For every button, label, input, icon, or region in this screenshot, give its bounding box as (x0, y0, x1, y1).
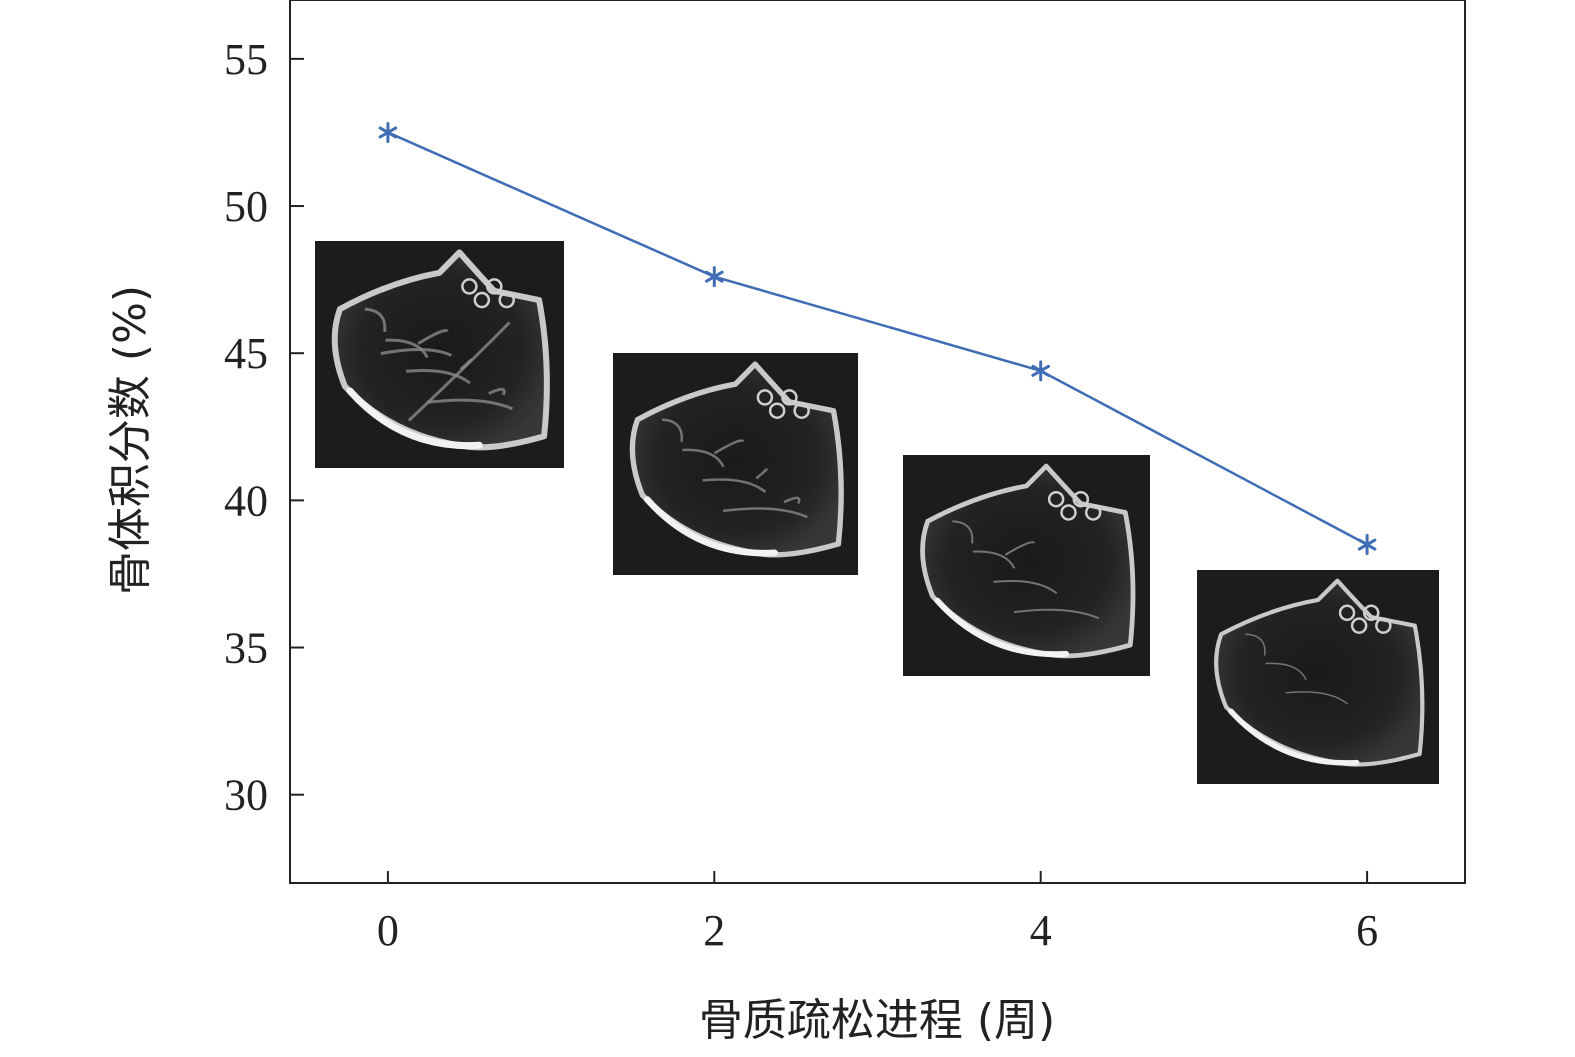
y-axis: 30 35 40 45 50 55 (224, 35, 304, 820)
y-tick-label: 50 (224, 182, 268, 231)
trabecula-strand (783, 496, 801, 505)
trabecula-strand (1265, 662, 1307, 681)
y-axis-title: 骨体积分数 (%) (105, 285, 156, 595)
trabecula-strand (952, 520, 974, 544)
trabecula-strand (713, 439, 745, 455)
x-axis: 0 2 4 6 (377, 871, 1378, 955)
trabecula-strand (417, 329, 449, 345)
cortical-rim (1228, 708, 1360, 766)
data-point-asterisk (378, 121, 398, 143)
cortical-rim (346, 387, 483, 450)
y-tick-label: 45 (224, 329, 268, 378)
trabecula-strand (682, 448, 725, 468)
trabecula-strand (364, 307, 387, 332)
data-point-asterisk (705, 266, 724, 288)
pore-ring (1362, 604, 1380, 622)
micro-ct-inset-image (315, 241, 564, 468)
trabecula-strand (702, 478, 767, 493)
x-tick-label: 2 (703, 906, 725, 955)
trabecula-strand (1285, 691, 1348, 705)
trabecula-strand (755, 468, 768, 480)
y-tick-label: 40 (224, 476, 268, 525)
trabecula-strand (661, 418, 684, 442)
pore-ring (1072, 490, 1090, 508)
pore-ring (461, 278, 478, 295)
cortical-rim (644, 496, 778, 557)
pore-ring (781, 389, 798, 406)
inset-images (315, 241, 1439, 784)
trabecula-strand (407, 321, 511, 422)
y-tick-label: 30 (224, 771, 268, 820)
x-tick-label: 0 (377, 906, 399, 955)
trabecula-strand (722, 507, 808, 519)
pore-ring (1375, 617, 1392, 634)
series-group (378, 121, 1377, 556)
pore-ring (1350, 617, 1368, 634)
data-point-asterisk (1357, 534, 1377, 556)
trabecula-strand (972, 550, 1016, 569)
y-tick-label: 55 (224, 35, 268, 84)
trabecula-strand (993, 579, 1058, 595)
cortical-rim (934, 597, 1070, 658)
x-axis-title: 骨质疏松进程 (周) (699, 995, 1055, 1046)
data-point-asterisk (1031, 360, 1050, 382)
trabecula-strand (426, 398, 514, 411)
trabecula-strand (1004, 541, 1036, 556)
trabecula-strand (385, 338, 429, 359)
pore-ring (768, 402, 786, 419)
pore-ring (1338, 604, 1356, 622)
pore-ring (473, 291, 491, 309)
pore-ring (756, 389, 774, 406)
pore-ring (793, 402, 810, 419)
y-tick-label: 35 (224, 624, 268, 673)
series-line (387, 131, 1368, 546)
pore-ring (1084, 504, 1102, 521)
micro-ct-inset-image (613, 353, 858, 575)
x-tick-label: 4 (1030, 906, 1052, 955)
micro-ct-inset-image (903, 455, 1150, 676)
plot-frame (289, 0, 1466, 884)
x-tick-label: 6 (1356, 906, 1378, 955)
trabecula-strand (488, 387, 506, 396)
trabecula-strand (1245, 633, 1266, 656)
pore-ring (1060, 504, 1077, 521)
pore-ring (486, 278, 503, 295)
trabecula-strand (1013, 608, 1100, 620)
pore-ring (498, 291, 515, 309)
micro-ct-inset-image (1197, 570, 1439, 784)
pore-ring (1047, 490, 1065, 508)
trabecula-strand (405, 368, 471, 385)
trabecula-strand (380, 347, 453, 357)
